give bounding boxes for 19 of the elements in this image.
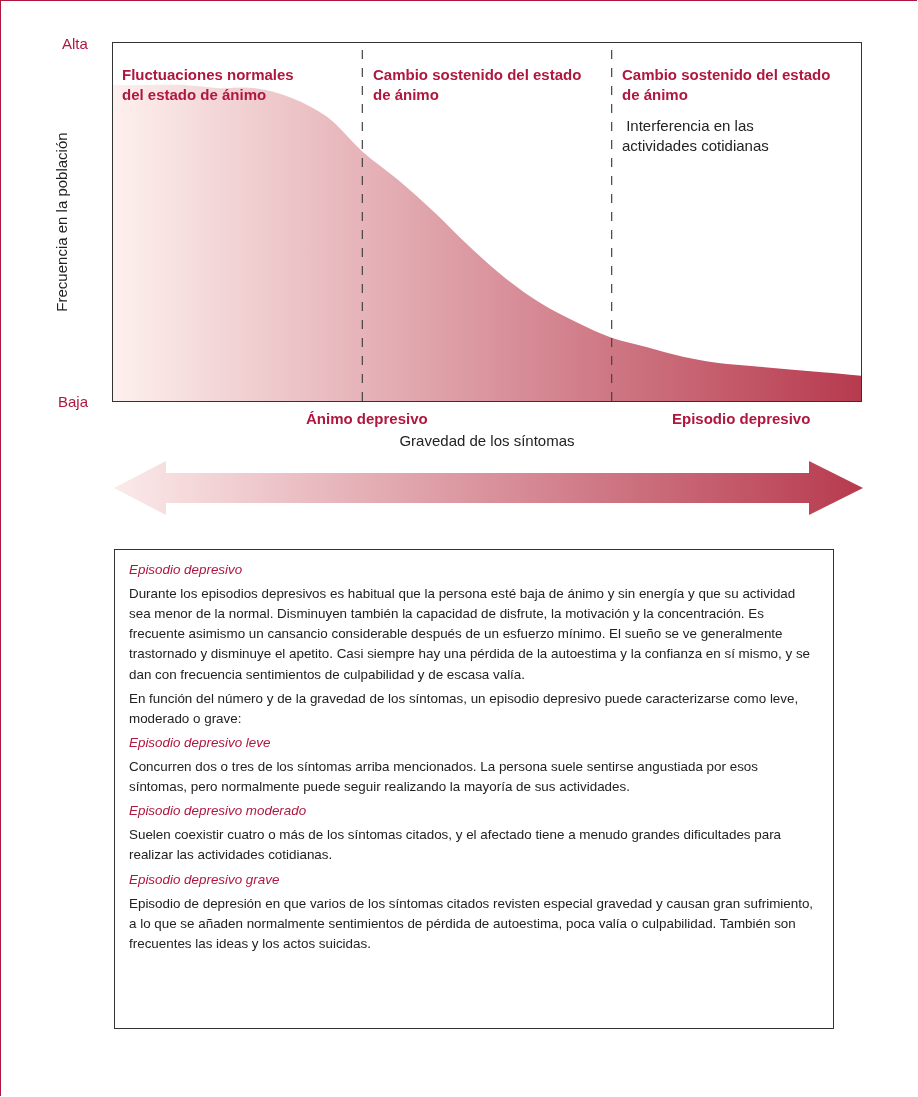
text: Ánimo depresivo <box>306 410 428 427</box>
text: Durante los episodios depresivos es habitual que la persona esté baja de ánimo y sin energía y que su actividad sea menor de la normal. Disminuyen también la capacidad de disfrute, la motivación y la concentración. Es frecuente asimismo un cansancio considerable después de un esfuerzo mínimo. El sueño se ve generalmente trastornado y disminuye el apetito. Casi siempre hay una pérdida de la autoestima y la confianza en sí mismo, y se dan con frecuencia sentimientos de culpabilidad y de escasa valía. <box>129 585 812 684</box>
text: Episodio depresivo <box>672 410 811 427</box>
annotation: Fluctuaciones normales del estado de ánimo <box>122 66 294 103</box>
annotation: Cambio sostenido del estado de ánimo <box>622 66 831 103</box>
text: Episodio depresivo leve <box>129 733 272 752</box>
x-axis-title: Gravedad de los síntomas <box>399 432 575 449</box>
text: Episodio depresivo <box>129 561 244 579</box>
text: Suelen coexistir cuatro o más de los síntomas citados, y el afectado tiene a menudo grandes dificultades para realizar las actividades cotidianas. <box>129 826 783 865</box>
y-axis-title: Frecuencia en la población <box>53 132 71 312</box>
text: Episodio depresivo grave <box>129 870 281 889</box>
text: Alta <box>62 35 89 52</box>
text: En función del número y de la gravedad de los síntomas, un episodio depresivo puede caracterizarse como leve, moderado o grave: <box>129 689 800 728</box>
annotation: Interferencia en las actividades cotidianas <box>622 117 769 154</box>
text: Concurren dos o tres de los síntomas arriba mencionados. La persona suele sentirse angustiada por esos síntomas, pero normalmente puede seguir realizando la mayoría de sus actividades. <box>129 758 759 797</box>
text: Baja <box>58 393 89 410</box>
annotation: Cambio sostenido del estado de ánimo <box>373 66 582 103</box>
text: Episodio de depresión en que varios de los síntomas citados revisten especial gravedad y causan gran sufrimiento, a lo que se añaden normalmente sentimientos de pérdida de autoestima, poca valía o culpabilidad. También son frecuentes las ideas y los actos suicidas. <box>129 894 815 953</box>
text: Episodio depresivo moderado <box>129 802 308 821</box>
